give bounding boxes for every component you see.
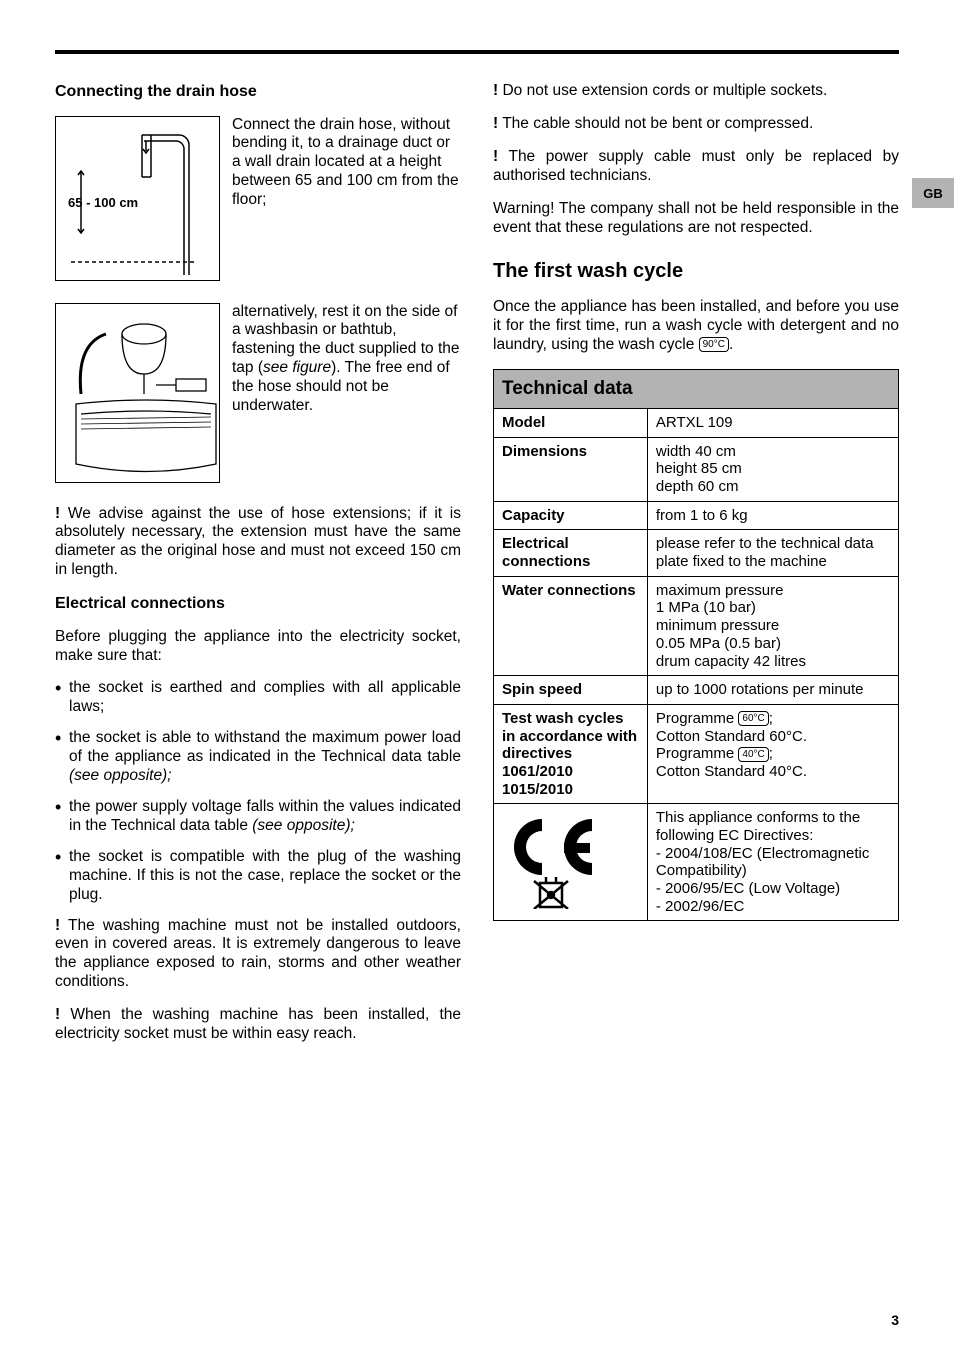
figure-drain-height: 65 - 100 cm <box>55 116 220 281</box>
fig1-label: 65 - 100 cm <box>68 195 138 210</box>
cable-replace-warning: ! The power supply cable must only be re… <box>493 148 899 186</box>
programme-40-icon: 40°C <box>738 747 768 762</box>
row-label: Model <box>494 408 648 437</box>
row-value: width 40 cm height 85 cm depth 60 cm <box>647 437 898 501</box>
list-item: the socket is compatible with the plug o… <box>55 848 461 905</box>
bullet-text: the socket is earthed and complies with … <box>69 679 461 715</box>
programme-60-icon: 60°C <box>738 711 768 726</box>
figure-2-caption: alternatively, rest it on the side of a … <box>232 303 461 483</box>
list-item: the socket is able to withstand the maxi… <box>55 729 461 786</box>
electrical-intro: Before plugging the appliance into the e… <box>55 628 461 666</box>
company-warning: Warning! The company shall not be held r… <box>493 200 899 238</box>
heading-first-wash: The first wash cycle <box>493 259 899 283</box>
ce-text: This appliance conforms to the following… <box>647 804 898 921</box>
row-label: Water connections <box>494 576 648 675</box>
w3-text: The power supply cable must only be repl… <box>493 148 899 184</box>
heading-electrical: Electrical connections <box>55 594 461 614</box>
table-row: Capacity from 1 to 6 kg <box>494 501 899 530</box>
outdoor-warning: ! The washing machine must not be instal… <box>55 917 461 993</box>
table-row: Model ARTXL 109 <box>494 408 899 437</box>
heading-drain-hose: Connecting the drain hose <box>55 82 461 102</box>
outdoor-text: The washing machine must not be installe… <box>55 917 461 991</box>
row-label: Dimensions <box>494 437 648 501</box>
w2-text: The cable should not be bent or compress… <box>498 115 813 132</box>
table-row: Dimensions width 40 cm height 85 cm dept… <box>494 437 899 501</box>
ce-mark-cell <box>494 804 648 921</box>
w1-text: Do not use extension cords or multiple s… <box>498 82 827 99</box>
row-label: Capacity <box>494 501 648 530</box>
right-column: ! Do not use extension cords or multiple… <box>493 82 899 1058</box>
reach-text: When the washing machine has been instal… <box>55 1006 461 1042</box>
list-item: the power supply voltage falls within th… <box>55 798 461 836</box>
top-rule <box>55 50 899 54</box>
first-text-b: . <box>729 336 733 353</box>
figure-2-row: alternatively, rest it on the side of a … <box>55 303 461 483</box>
technical-data-table: Technical data Model ARTXL 109 Dimension… <box>493 369 899 922</box>
language-tab: GB <box>912 178 954 208</box>
advise-text: We advise against the use of hose extens… <box>55 505 461 579</box>
ce-mark-icon <box>502 809 612 909</box>
table-row: Spin speed up to 1000 rotations per minu… <box>494 676 899 705</box>
hose-extension-warning: ! We advise against the use of hose exte… <box>55 505 461 581</box>
content-columns: Connecting the drain hose <box>55 82 899 1058</box>
table-row: Electrical connections please refer to t… <box>494 530 899 576</box>
see-opposite: (see opposite); <box>252 817 355 834</box>
row-value: please refer to the technical data plate… <box>647 530 898 576</box>
figure-1-row: 65 - 100 cm Connect the drain hose, with… <box>55 116 461 281</box>
bullet-text: the socket is able to withstand the maxi… <box>69 729 461 765</box>
socket-reach-warning: ! When the washing machine has been inst… <box>55 1006 461 1044</box>
table-title: Technical data <box>494 369 899 408</box>
first-wash-text: Once the appliance has been installed, a… <box>493 298 899 355</box>
test-a: Programme <box>656 710 739 727</box>
first-text-a: Once the appliance has been installed, a… <box>493 298 899 353</box>
wash-cycle-icon: 90°C <box>699 337 729 352</box>
bullet-text: the socket is compatible with the plug o… <box>69 848 461 903</box>
row-label: Test wash cycles in accordance with dire… <box>494 704 648 803</box>
row-value: ARTXL 109 <box>647 408 898 437</box>
row-value: maximum pressure 1 MPa (10 bar) minimum … <box>647 576 898 675</box>
row-value: up to 1000 rotations per minute <box>647 676 898 705</box>
drain-basin-illustration <box>56 304 219 482</box>
row-label: Spin speed <box>494 676 648 705</box>
electrical-checklist: the socket is earthed and complies with … <box>55 679 461 904</box>
figure-drain-basin <box>55 303 220 483</box>
table-row: This appliance conforms to the following… <box>494 804 899 921</box>
row-value: Programme 60°C; Cotton Standard 60°C. Pr… <box>647 704 898 803</box>
see-opposite: (see opposite); <box>69 767 172 784</box>
list-item: the socket is earthed and complies with … <box>55 679 461 717</box>
extension-cord-warning: ! Do not use extension cords or multiple… <box>493 82 899 101</box>
table-row: Test wash cycles in accordance with dire… <box>494 704 899 803</box>
page-number: 3 <box>891 1312 899 1328</box>
left-column: Connecting the drain hose <box>55 82 461 1058</box>
table-row: Water connections maximum pressure 1 MPa… <box>494 576 899 675</box>
cable-bend-warning: ! The cable should not be bent or compre… <box>493 115 899 134</box>
row-label: Electrical connections <box>494 530 648 576</box>
drain-height-illustration: 65 - 100 cm <box>56 117 219 280</box>
row-value: from 1 to 6 kg <box>647 501 898 530</box>
figure-1-caption: Connect the drain hose, without bending … <box>232 116 461 281</box>
fig2-see-figure: see figure <box>263 359 331 376</box>
